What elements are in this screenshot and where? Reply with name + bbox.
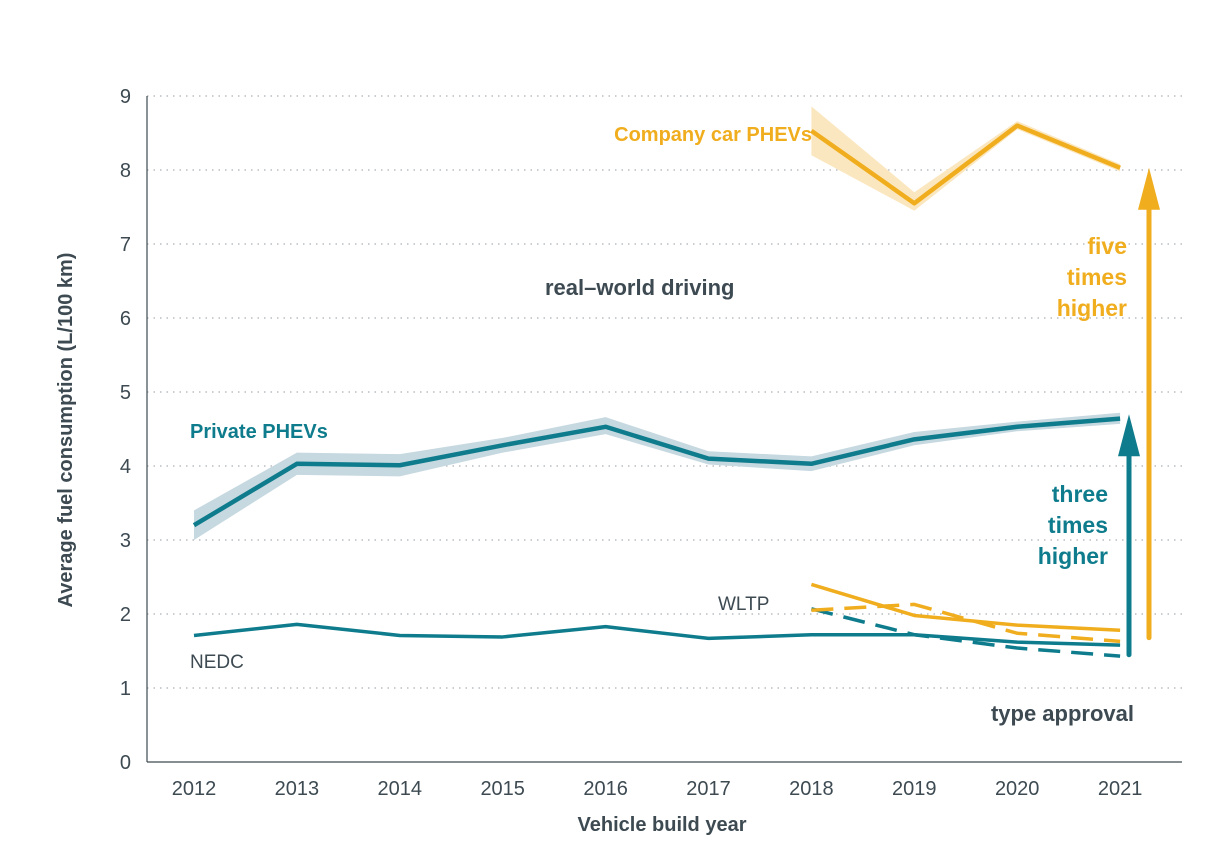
y-tick-label: 1 [120,678,131,700]
y-tick-label: 0 [120,752,131,774]
label-private-phevs: Private PHEVs [190,421,328,443]
yellow-arrow-head [1138,167,1160,210]
label-three-times-higher-2: times [1048,512,1108,538]
x-tick-label: 2016 [583,778,628,800]
x-tick-label: 2012 [172,778,217,800]
teal-arrow-head [1118,414,1140,457]
y-tick-label: 7 [120,234,131,256]
x-tick-label: 2014 [378,778,423,800]
label-type-approval: type approval [991,701,1134,726]
y-tick-label: 2 [120,604,131,626]
label-real-world-driving: real–world driving [545,275,735,300]
label-five-times-higher-1: five [1087,233,1127,259]
y-tick-label: 3 [120,530,131,552]
label-nedc: NEDC [190,652,244,673]
series-4-line [810,582,1121,633]
y-tick-label: 4 [120,456,131,478]
y-axis-label: Average fuel consumption (L/100 km) [55,253,77,608]
series-5-line [811,602,1121,644]
series-2-line [193,622,1121,647]
label-five-times-higher-3: higher [1057,295,1127,321]
x-tick-label: 2020 [995,778,1040,800]
y-tick-label: 6 [120,308,131,330]
label-three-times-higher-3: higher [1038,543,1108,569]
label-five-times-higher-2: times [1067,264,1127,290]
label-company-car-phevs: Company car PHEVs [614,124,812,146]
y-tick-label: 9 [120,86,131,108]
x-axis-label: Vehicle build year [578,814,747,836]
label-three-times-higher-1: three [1052,481,1108,507]
company-car-phevs-line [810,123,1121,206]
x-tick-label: 2013 [275,778,320,800]
series-3-line [810,607,1121,658]
x-tick-label: 2019 [892,778,937,800]
y-tick-label: 5 [120,382,131,404]
x-tick-label: 2015 [480,778,525,800]
y-tick-label: 8 [120,160,131,182]
confidence-band [811,106,1121,211]
x-tick-label: 2018 [789,778,834,800]
private-phevs-line [192,416,1121,528]
label-wltp: WLTP [718,594,769,615]
x-tick-label: 2017 [686,778,731,800]
x-tick-label: 2021 [1098,778,1143,800]
